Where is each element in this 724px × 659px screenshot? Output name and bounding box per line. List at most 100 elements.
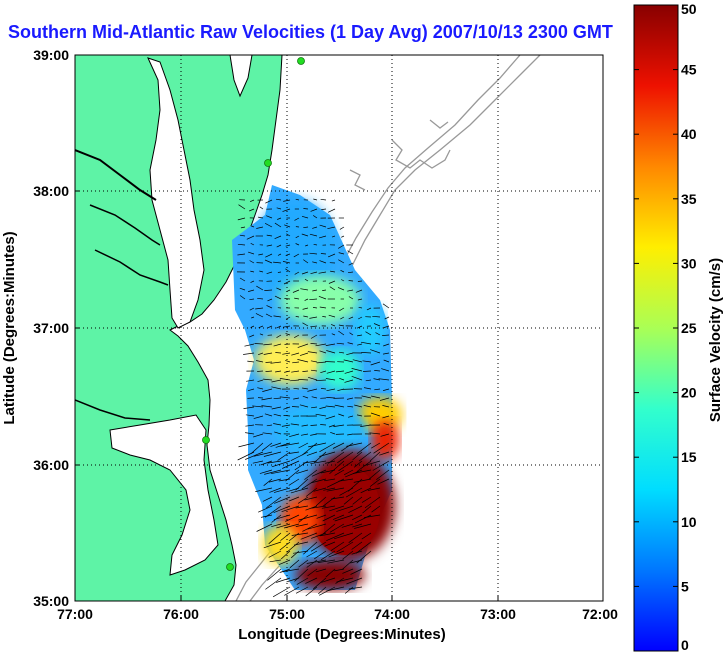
velocity-vector [384, 316, 390, 320]
velocity-vector [357, 298, 363, 301]
velocity-vector [256, 360, 264, 363]
velocity-vector [245, 424, 255, 427]
velocity-vector [273, 261, 282, 264]
velocity-vector [273, 315, 282, 318]
velocity-vector [249, 334, 255, 338]
velocity-vector [300, 433, 309, 436]
velocity-vector [288, 478, 300, 486]
velocity-vector [320, 198, 327, 201]
velocity-vector [256, 523, 273, 532]
velocity-vector [305, 505, 318, 511]
velocity-vector [357, 334, 363, 337]
velocity-vector [302, 387, 309, 390]
velocity-vector [274, 235, 282, 240]
velocity-vector [366, 307, 372, 311]
velocity-vector [310, 460, 327, 465]
velocity-vector [338, 330, 345, 336]
velocity-vector [374, 388, 381, 391]
velocity-vector [262, 496, 273, 502]
velocity-vector [355, 289, 363, 293]
velocity-vector [320, 388, 327, 390]
velocity-vector [247, 251, 255, 255]
velocity-vector [255, 307, 264, 310]
velocity-vector [323, 487, 336, 491]
velocity-vector [294, 568, 309, 582]
velocity-vector [257, 352, 264, 356]
velocity-vector [247, 360, 255, 363]
velocity-vector [329, 505, 345, 512]
velocity-vector [285, 514, 300, 522]
velocity-vector [267, 325, 273, 329]
velocity-vector [327, 226, 336, 230]
colorbar-tick-label: 40 [681, 126, 697, 142]
velocity-vector [348, 415, 354, 418]
velocity-vector [320, 550, 336, 561]
velocity-vector [338, 413, 345, 417]
velocity-vector [320, 469, 336, 474]
velocity-vector [353, 478, 372, 483]
velocity-vector [326, 397, 336, 399]
velocity-vector [265, 577, 282, 590]
velocity-vector [356, 442, 372, 454]
velocity-vector [294, 271, 300, 275]
velocity-vector [285, 253, 291, 256]
velocity-vector [290, 423, 300, 426]
velocity-vector [331, 235, 336, 238]
velocity-vector [250, 280, 255, 283]
velocity-vector [305, 487, 318, 497]
velocity-vector [322, 289, 327, 291]
velocity-vector [327, 253, 336, 258]
velocity-vector [275, 442, 291, 448]
velocity-vector [299, 404, 309, 408]
velocity-vector [248, 289, 255, 292]
velocity-vector [319, 532, 336, 537]
velocity-vector [289, 433, 300, 438]
velocity-vector [258, 253, 264, 256]
velocity-vector [276, 523, 291, 529]
velocity-vector [271, 386, 282, 390]
colorbar-tick-label: 25 [681, 320, 697, 336]
velocity-vector [275, 370, 282, 373]
velocity-vector [326, 350, 336, 354]
velocity-vector [276, 334, 282, 339]
velocity-vector [286, 577, 300, 583]
velocity-vector [293, 387, 300, 390]
colorbar-tick-label: 5 [681, 578, 689, 594]
velocity-vector [329, 523, 345, 533]
velocity-vector [307, 376, 318, 381]
velocity-vector [265, 313, 273, 318]
velocity-vector [259, 333, 264, 336]
velocity-vector [280, 568, 300, 573]
velocity-vector [336, 577, 354, 583]
velocity-vector [377, 478, 390, 485]
velocity-vector [341, 523, 354, 528]
velocity-vector [310, 541, 327, 552]
velocity-vector [315, 343, 327, 347]
x-tick-label: 77:00 [57, 606, 93, 622]
velocity-vector [303, 259, 309, 264]
velocity-vector [295, 235, 300, 239]
velocity-vector [291, 370, 300, 373]
velocity-vector [283, 199, 291, 202]
velocity-vector [313, 243, 318, 246]
velocity-vector [341, 559, 354, 571]
velocity-vector [265, 199, 273, 204]
velocity-vector [348, 586, 363, 590]
velocity-vector [239, 295, 246, 300]
velocity-vector [273, 397, 282, 400]
velocity-vector [313, 198, 318, 201]
velocity-vector [304, 278, 309, 282]
velocity-vector [319, 224, 327, 228]
velocity-vector [319, 306, 327, 309]
x-axis-label: Longitude (Degrees:Minutes) [238, 626, 446, 643]
velocity-vector [247, 388, 255, 392]
velocity-vector [266, 271, 273, 275]
velocity-vector [295, 523, 309, 527]
velocity-vector [273, 343, 282, 347]
velocity-vector [373, 323, 381, 327]
velocity-vector [284, 586, 300, 596]
station-marker [202, 436, 210, 444]
velocity-vector [319, 451, 336, 457]
velocity-vector [295, 198, 300, 201]
velocity-vector [376, 469, 390, 480]
